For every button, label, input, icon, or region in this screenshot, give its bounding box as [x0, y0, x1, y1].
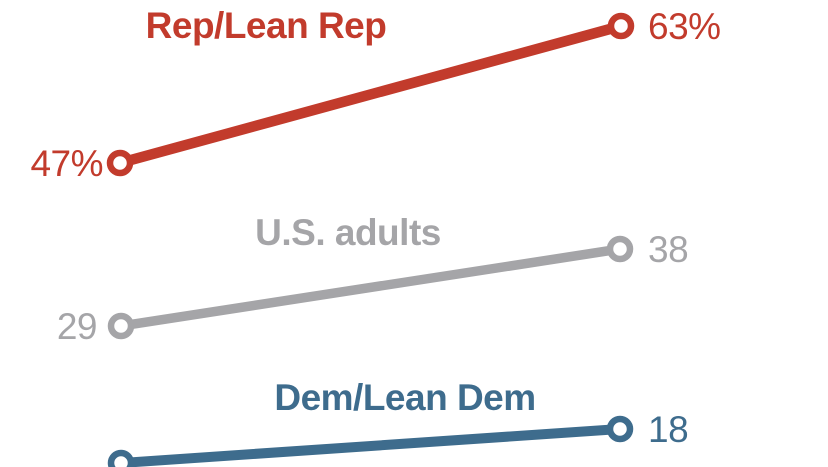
us-adults-series-label: U.S. adults [255, 212, 441, 253]
us-adults-line [116, 244, 625, 331]
dem-end-marker [606, 415, 634, 443]
us-adults-end-value-label: 38 [648, 229, 688, 270]
series-us-adults: U.S. adults 29 38 [57, 212, 689, 347]
rep-start-value-label: 47% [30, 143, 103, 184]
dem-line [116, 424, 625, 467]
us-adults-start-value-label: 29 [57, 306, 97, 347]
dem-end-value-label: 18 [648, 409, 688, 450]
us-adults-start-marker [107, 312, 135, 340]
rep-line [114, 20, 627, 169]
series-rep: Rep/Lean Rep 47% 63% [30, 5, 721, 184]
dem-series-label: Dem/Lean Dem [274, 377, 535, 418]
rep-start-marker [106, 149, 134, 177]
us-adults-end-marker [606, 235, 634, 263]
dem-start-marker [107, 449, 135, 467]
rep-series-label: Rep/Lean Rep [146, 5, 387, 46]
series-dem: Dem/Lean Dem 18 [107, 377, 689, 467]
rep-end-value-label: 63% [648, 6, 721, 47]
rep-end-marker [607, 12, 635, 40]
